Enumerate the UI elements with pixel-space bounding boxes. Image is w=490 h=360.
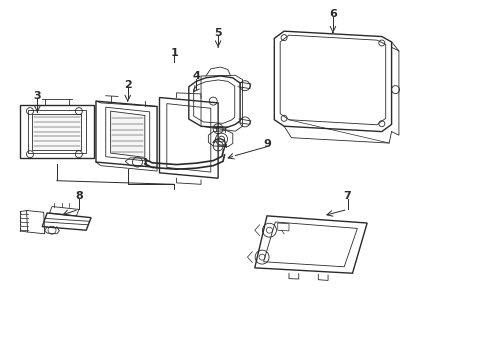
Polygon shape bbox=[32, 114, 81, 149]
Text: 4: 4 bbox=[192, 71, 200, 81]
Text: 6: 6 bbox=[329, 9, 337, 19]
Text: 9: 9 bbox=[263, 139, 271, 149]
Text: 1: 1 bbox=[171, 48, 178, 58]
Polygon shape bbox=[111, 111, 145, 157]
Text: 5: 5 bbox=[214, 28, 222, 38]
Text: 2: 2 bbox=[124, 80, 132, 90]
Text: 8: 8 bbox=[75, 191, 83, 201]
Text: 7: 7 bbox=[343, 191, 351, 201]
Text: 3: 3 bbox=[33, 91, 41, 101]
